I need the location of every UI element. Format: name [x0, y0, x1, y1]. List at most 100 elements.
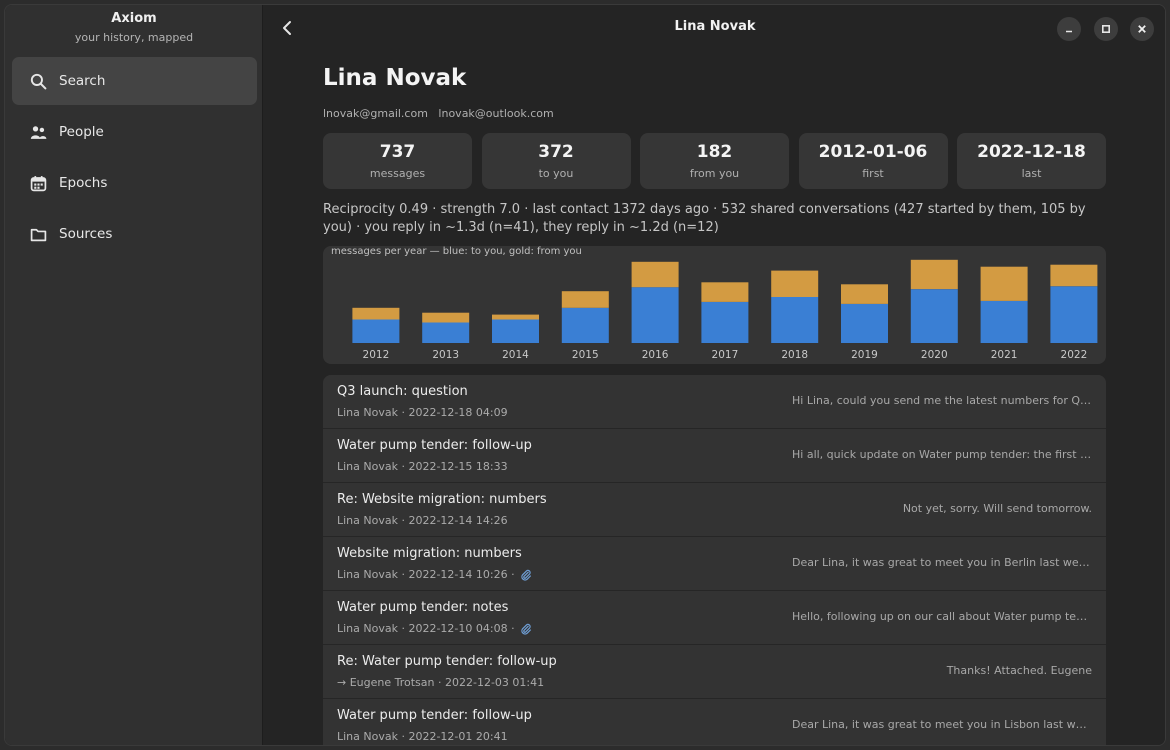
- message-subject: Q3 launch: question: [337, 384, 468, 399]
- message-meta: Lina Novak · 2022-12-15 18:33: [337, 460, 508, 473]
- message-preview: Hello, following up on our call about Wa…: [792, 610, 1092, 623]
- stat-card-to-you: 372 to you: [481, 133, 631, 189]
- sidebar-item-label: Search: [59, 73, 106, 89]
- bar-from-you-2021: [980, 266, 1028, 301]
- bar-to-you-2018: [771, 297, 819, 343]
- bar-to-you-2016: [631, 287, 679, 343]
- search-icon: [30, 73, 47, 89]
- message-preview: Thanks! Attached. Eugene: [946, 664, 1092, 677]
- list-item[interactable]: Water pump tender: notes Lina Novak · 202…: [323, 591, 1106, 645]
- email-address[interactable]: lnovak@gmail.com: [323, 107, 428, 120]
- window-title: Lina Novak: [674, 19, 756, 34]
- message-meta: → Eugene Trotsan · 2022-12-03 01:41: [337, 676, 544, 689]
- chart-title: messages per year — blue: to you, gold: …: [331, 246, 582, 257]
- email-address[interactable]: lnovak@outlook.com: [438, 107, 554, 120]
- header-bar: Lina Novak: [263, 5, 1165, 51]
- stat-label: to you: [538, 167, 574, 180]
- page-title: Lina Novak: [323, 65, 467, 91]
- message-meta: Lina Novak · 2022-12-18 04:09: [337, 406, 508, 419]
- x-tick-label: 2018: [781, 349, 808, 361]
- message-preview: Not yet, sorry. Will send tomorrow.: [902, 502, 1092, 515]
- x-tick-label: 2012: [363, 349, 390, 361]
- close-button[interactable]: [1130, 17, 1154, 41]
- message-list: Q3 launch: question Lina Novak · 2022-12-…: [323, 375, 1106, 745]
- x-tick-label: 2019: [851, 349, 878, 361]
- list-item[interactable]: Re: Water pump tender: follow-up → Eugene…: [323, 645, 1106, 699]
- bar-from-you-2017: [701, 282, 749, 302]
- message-subject: Website migration: numbers: [337, 546, 522, 561]
- message-meta: Lina Novak · 2022-12-14 10:26 ·: [337, 568, 532, 581]
- bar-to-you-2012: [352, 319, 400, 343]
- stat-value: 2022-12-18: [977, 142, 1086, 162]
- bar-to-you-2021: [980, 300, 1028, 343]
- message-sender-date: Lina Novak · 2022-12-18 04:09: [337, 406, 508, 419]
- stat-value: 372: [538, 142, 574, 162]
- x-tick-label: 2014: [502, 349, 529, 361]
- x-tick-label: 2015: [572, 349, 599, 361]
- bar-from-you-2020: [910, 259, 958, 290]
- stat-label: last: [1021, 167, 1042, 180]
- folder-icon: [30, 228, 47, 241]
- main-panel: Lina Novak Lina Novak lnovak@gmail.com l…: [263, 5, 1165, 745]
- stat-label: first: [862, 167, 884, 180]
- x-tick-label: 2016: [642, 349, 669, 361]
- stat-label: from you: [689, 167, 740, 180]
- relationship-summary: Reciprocity 0.49 · strength 7.0 · last c…: [323, 202, 1086, 235]
- bar-to-you-2019: [841, 303, 888, 343]
- sidebar-item-epochs[interactable]: Epochs: [12, 159, 257, 207]
- message-meta: Lina Novak · 2022-12-10 04:08 ·: [337, 622, 532, 635]
- bar-to-you-2013: [422, 322, 470, 343]
- back-button[interactable]: [275, 16, 299, 40]
- list-item[interactable]: Water pump tender: follow-up Lina Novak ·…: [323, 699, 1106, 745]
- minimize-button[interactable]: [1057, 17, 1081, 41]
- list-item[interactable]: Re: Website migration: numbers Lina Novak…: [323, 483, 1106, 537]
- message-subject: Water pump tender: follow-up: [337, 708, 532, 723]
- message-sender-date: Lina Novak · 2022-12-14 14:26: [337, 514, 508, 527]
- paperclip-icon: [520, 623, 531, 635]
- bar-from-you-2022: [1050, 264, 1098, 287]
- bar-to-you-2017: [701, 301, 749, 343]
- message-preview: Hi Lina, could you send me the latest nu…: [792, 394, 1092, 407]
- message-subject: Re: Water pump tender: follow-up: [337, 654, 557, 669]
- people-icon: [30, 125, 47, 139]
- message-preview: Dear Lina, it was great to meet you in B…: [792, 556, 1092, 569]
- list-item[interactable]: Q3 launch: question Lina Novak · 2022-12-…: [323, 375, 1106, 429]
- sidebar-item-label: People: [59, 124, 104, 140]
- x-tick-label: 2021: [991, 349, 1018, 361]
- sidebar-item-label: Sources: [59, 226, 113, 242]
- list-item[interactable]: Website migration: numbers Lina Novak · 2…: [323, 537, 1106, 591]
- bar-from-you-2016: [631, 261, 679, 288]
- messages-per-year-chart: 2012 2013 2014 2015 2016 2017 2018 2019 2020 2021…: [323, 246, 1106, 364]
- maximize-button[interactable]: [1094, 17, 1118, 41]
- app-title: Axiom: [111, 11, 157, 26]
- app-subtitle: your history, mapped: [74, 31, 194, 44]
- x-tick-label: 2022: [1061, 349, 1088, 361]
- message-sender-date: Lina Novak · 2022-12-15 18:33: [337, 460, 508, 473]
- minimize-icon: [1066, 30, 1072, 33]
- stats-row: 737 messages 372 to you 182 from you 201…: [323, 133, 1106, 189]
- message-subject: Re: Website migration: numbers: [337, 492, 547, 507]
- stat-label: messages: [369, 167, 426, 180]
- x-tick-label: 2020: [921, 349, 948, 361]
- calendar-icon: [30, 175, 47, 191]
- sidebar-item-people[interactable]: People: [12, 108, 257, 156]
- stat-card-last: 2022-12-18 last: [957, 133, 1106, 189]
- stat-value: 737: [379, 142, 416, 162]
- bar-from-you-2013: [422, 312, 470, 323]
- message-sender-date: Lina Novak · 2022-12-01 20:41: [337, 730, 508, 743]
- list-item[interactable]: Water pump tender: follow-up Lina Novak ·…: [323, 429, 1106, 483]
- sidebar-nav: Search People Epochs Sources: [12, 57, 257, 261]
- bar-to-you-2022: [1050, 286, 1098, 343]
- message-meta: Lina Novak · 2022-12-01 20:41: [337, 730, 508, 743]
- sidebar-item-label: Epochs: [59, 175, 108, 191]
- x-tick-label: 2013: [432, 349, 459, 361]
- bar-from-you-2018: [771, 270, 819, 297]
- chevron-left-icon: [283, 21, 291, 35]
- message-subject: Water pump tender: follow-up: [337, 438, 532, 453]
- stat-value: 182: [696, 142, 733, 162]
- stat-card-from-you: 182 from you: [640, 133, 789, 189]
- message-sender-date: → Eugene Trotsan · 2022-12-03 01:41: [337, 676, 545, 689]
- sidebar-item-sources[interactable]: Sources: [12, 210, 257, 258]
- sidebar-item-search[interactable]: Search: [12, 57, 257, 105]
- stat-card-first: 2012-01-06 first: [798, 133, 948, 189]
